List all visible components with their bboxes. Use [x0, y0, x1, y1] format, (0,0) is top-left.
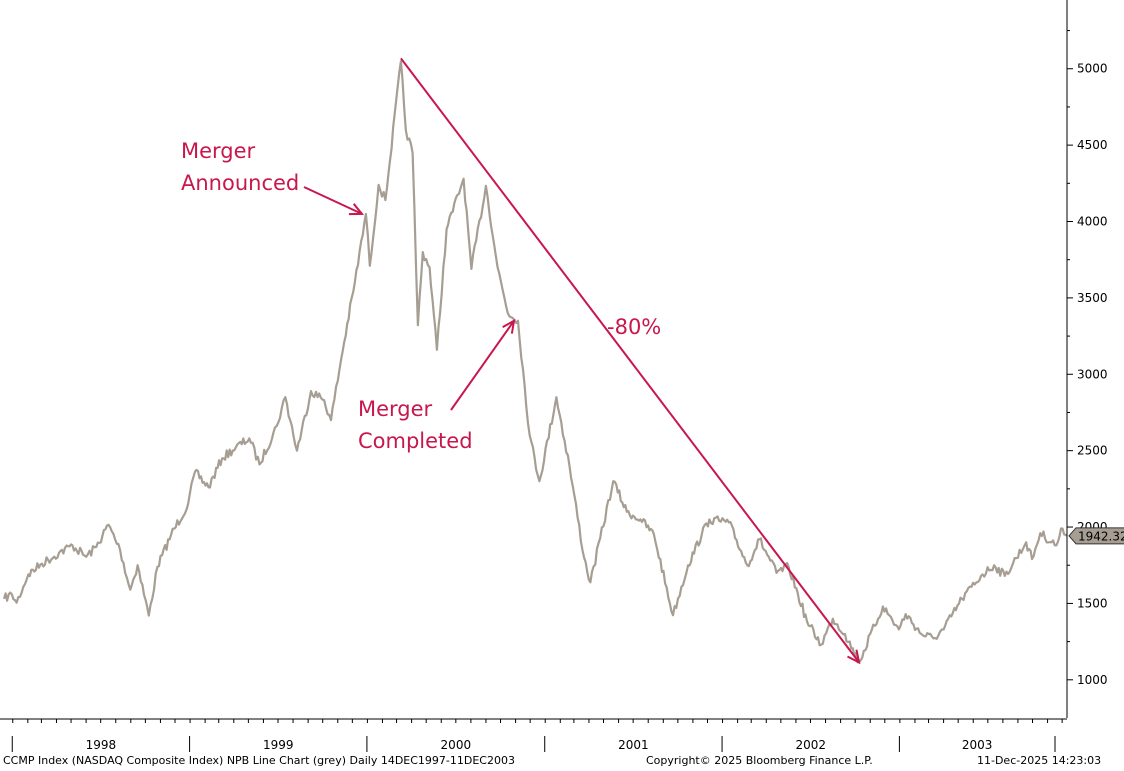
- annotation-group: Merger Announced Merger Completed: [181, 139, 516, 453]
- decline-arrow-group: -80%: [400, 57, 861, 665]
- x-year-label-2001: 2001: [618, 738, 649, 752]
- x-year-label-1999: 1999: [263, 738, 294, 752]
- y-tick-label-3000: 3000: [1077, 367, 1108, 381]
- copyright-text: Copyright© 2025 Bloomberg Finance L.P.: [646, 754, 873, 767]
- x-year-label-2002: 2002: [795, 738, 826, 752]
- x-year-label-1998: 1998: [86, 738, 117, 752]
- timestamp-text: 11-Dec-2025 14:23:03: [977, 754, 1102, 767]
- x-axis: 1998 1999 2000 2001 2002 2003: [11, 719, 1063, 752]
- y-tick-label-1000: 1000: [1077, 673, 1108, 687]
- annotation-1-arrow-line: [303, 186, 363, 215]
- series-line-ccmp: [2, 60, 1068, 664]
- chart-description: CCMP Index (NASDAQ Composite Index) NPB …: [3, 754, 515, 767]
- y-tick-label-5000: 5000: [1077, 62, 1108, 76]
- y-tick-label-2500: 2500: [1077, 444, 1108, 458]
- annotation-2-line-2: Completed: [358, 429, 473, 453]
- x-year-label-2000: 2000: [441, 738, 472, 752]
- y-tick-label-1500: 1500: [1077, 596, 1108, 610]
- y-tick-label-4500: 4500: [1077, 138, 1108, 152]
- annotation-2-arrow-line: [450, 320, 515, 411]
- annotation-1-arrow-head: [348, 203, 365, 216]
- x-year-label-2003: 2003: [962, 738, 993, 752]
- decline-percent-label: -80%: [607, 315, 661, 339]
- annotation-1-line-1: Merger: [181, 139, 256, 163]
- decline-arrow-line: [400, 57, 860, 663]
- last-value-tag-group: 1942.32: [1068, 527, 1124, 545]
- price-line-group: [2, 60, 1068, 664]
- last-value-label: 1942.32: [1078, 529, 1124, 543]
- axes-frame: [0, 0, 1068, 720]
- annotation-2-line-1: Merger: [358, 397, 433, 421]
- annotation-1-line-2: Announced: [181, 171, 299, 195]
- y-tick-label-3500: 3500: [1077, 291, 1108, 305]
- annotation-2-arrow-head: [502, 318, 516, 334]
- y-tick-label-4000: 4000: [1077, 215, 1108, 229]
- decline-arrow-head: [847, 649, 861, 665]
- last-value-tag: [1068, 527, 1124, 545]
